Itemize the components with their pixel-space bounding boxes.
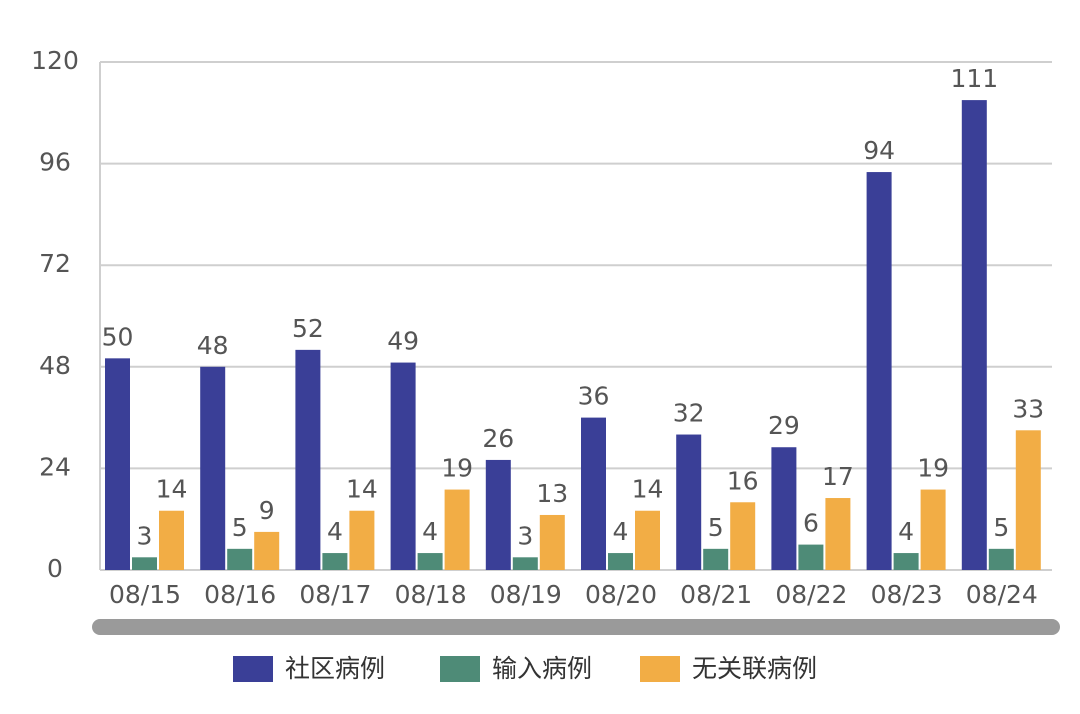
value-label: 4	[898, 517, 914, 546]
bar	[730, 502, 756, 570]
y-tick-label: 24	[39, 452, 71, 481]
bar	[390, 362, 416, 570]
bar	[676, 434, 702, 570]
value-label: 32	[673, 399, 705, 428]
bar	[444, 489, 470, 570]
x-tick-label: 08/23	[871, 580, 943, 609]
y-tick-label: 72	[39, 249, 71, 278]
bar	[635, 510, 660, 570]
x-tick-label: 08/22	[775, 580, 847, 609]
value-label: 3	[137, 521, 153, 550]
bar	[105, 358, 130, 570]
value-label: 4	[327, 517, 343, 546]
value-label: 50	[102, 322, 134, 351]
value-label: 14	[156, 475, 188, 504]
x-tick-label: 08/19	[490, 580, 562, 609]
x-tick-label: 08/15	[109, 580, 181, 609]
x-tick-label: 08/18	[395, 580, 467, 609]
bar	[322, 553, 348, 570]
value-label: 111	[950, 64, 998, 93]
bar	[254, 531, 280, 570]
value-label: 29	[768, 411, 800, 440]
bar	[512, 557, 538, 570]
value-label: 4	[613, 517, 629, 546]
legend-swatch	[233, 656, 273, 682]
y-tick-label: 48	[39, 351, 71, 380]
bar	[159, 510, 184, 570]
legend-label: 输入病例	[492, 654, 592, 683]
y-tick-label: 120	[31, 46, 79, 75]
value-label: 94	[863, 136, 895, 165]
bar	[132, 557, 157, 570]
legend-swatch	[440, 656, 480, 682]
value-label: 48	[197, 331, 229, 360]
bar	[866, 172, 892, 571]
value-label: 36	[578, 382, 610, 411]
bar	[1015, 430, 1041, 570]
bar	[798, 544, 824, 570]
bar	[485, 459, 511, 570]
bar	[349, 510, 375, 570]
value-label: 14	[346, 475, 378, 504]
value-label: 3	[517, 521, 533, 550]
value-label: 6	[803, 509, 819, 538]
bar	[961, 100, 987, 570]
bar	[295, 349, 321, 570]
x-tick-label: 08/16	[204, 580, 276, 609]
y-tick-label: 96	[39, 148, 71, 177]
x-tick-label: 08/21	[680, 580, 752, 609]
value-label: 4	[422, 517, 438, 546]
value-label: 26	[482, 424, 514, 453]
bar	[988, 548, 1014, 570]
bar	[539, 514, 565, 570]
value-label: 5	[993, 513, 1009, 542]
bar	[608, 553, 633, 570]
x-tick-label: 08/20	[585, 580, 657, 609]
value-label: 13	[536, 479, 568, 508]
bar	[581, 417, 606, 570]
x-tick-label: 08/24	[966, 580, 1038, 609]
value-label: 19	[917, 454, 949, 483]
x-tick-label: 08/17	[299, 580, 371, 609]
value-label: 33	[1012, 394, 1044, 423]
value-label: 17	[822, 462, 854, 491]
value-label: 5	[708, 513, 724, 542]
value-label: 5	[232, 513, 248, 542]
bar	[920, 489, 946, 570]
value-label: 16	[727, 466, 759, 495]
bar	[417, 553, 443, 570]
legend-label: 社区病例	[285, 654, 385, 683]
bar	[771, 447, 797, 570]
bar	[893, 553, 919, 570]
value-label: 9	[259, 496, 275, 525]
scrollbar[interactable]	[92, 619, 1060, 635]
value-label: 19	[441, 454, 473, 483]
bar	[227, 548, 253, 570]
y-tick-label: 0	[47, 554, 63, 583]
value-label: 49	[387, 327, 419, 356]
bar	[825, 498, 851, 570]
value-label: 14	[632, 475, 664, 504]
bar	[703, 548, 729, 570]
bar	[200, 366, 226, 570]
legend-label: 无关联病例	[692, 654, 817, 683]
legend-swatch	[640, 656, 680, 682]
value-label: 52	[292, 314, 324, 343]
